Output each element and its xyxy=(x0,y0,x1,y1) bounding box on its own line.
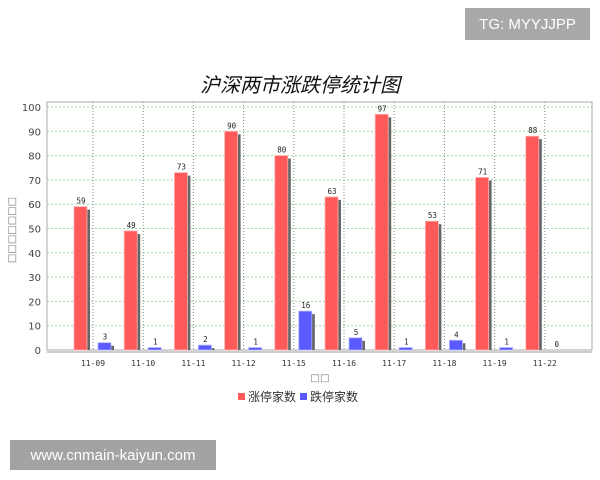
data-label: 73 xyxy=(177,163,186,172)
data-label: 53 xyxy=(428,211,437,220)
bar-limit-up xyxy=(525,135,540,351)
y-axis-label: □□□□□□□ xyxy=(7,197,18,263)
data-label: 1 xyxy=(404,338,409,347)
bar-limit-up xyxy=(475,177,490,351)
x-tick-label: 11-17 xyxy=(382,359,406,368)
data-label: 80 xyxy=(277,146,287,155)
legend-label-limit-down: 跌停家数 xyxy=(310,389,358,404)
data-label: 3 xyxy=(103,333,108,342)
y-tick-label: 80 xyxy=(28,152,41,163)
bar-limit-down xyxy=(298,310,313,351)
bar-limit-up xyxy=(73,206,88,351)
bar-limit-down xyxy=(448,339,463,351)
bar-limit-down xyxy=(348,337,363,351)
data-label: 1 xyxy=(253,338,258,347)
bar-limit-up xyxy=(224,130,239,351)
bar-limit-up xyxy=(324,196,339,351)
x-axis-label: □□ xyxy=(311,373,330,384)
chart-title: 沪深两市涨跌停统计图 xyxy=(200,73,403,97)
legend-label-limit-up: 涨停家数 xyxy=(248,389,296,404)
data-label: 71 xyxy=(478,167,487,176)
x-tick-label: 11-18 xyxy=(432,359,456,368)
y-tick-label: 50 xyxy=(28,225,41,236)
data-label: 63 xyxy=(327,187,336,196)
x-tick-label: 11-10 xyxy=(131,359,155,368)
y-tick-label: 20 xyxy=(28,297,41,308)
y-tick-label: 10 xyxy=(28,322,41,333)
data-label: 4 xyxy=(454,330,459,339)
watermark-bottom: www.cnmain-kaiyun.com xyxy=(10,440,216,470)
bar-limit-up xyxy=(424,220,439,351)
bar-limit-up xyxy=(123,230,138,351)
y-tick-label: 0 xyxy=(35,346,41,357)
data-label: 1 xyxy=(504,338,509,347)
data-label: 59 xyxy=(76,197,85,206)
bar-limit-down xyxy=(97,342,112,351)
watermark-top: TG: MYYJJPP xyxy=(465,8,590,40)
y-tick-label: 100 xyxy=(22,103,41,114)
data-label: 97 xyxy=(378,104,387,113)
bar-limit-down xyxy=(499,347,514,351)
x-tick-label: 11-12 xyxy=(232,359,256,368)
y-tick-label: 70 xyxy=(28,176,41,187)
y-tick-label: 40 xyxy=(28,249,41,260)
x-tick-label: 11-16 xyxy=(332,359,356,368)
data-label: 5 xyxy=(354,328,359,337)
data-label: 16 xyxy=(301,301,311,310)
legend: 涨停家数 跌停家数 xyxy=(238,389,358,404)
x-tick-label: 11-15 xyxy=(282,359,306,368)
y-tick-label: 30 xyxy=(28,273,41,284)
x-tick-label: 11-19 xyxy=(483,359,507,368)
data-label: 49 xyxy=(127,221,136,230)
x-tick-label: 11-22 xyxy=(533,359,557,368)
data-label: 0 xyxy=(555,340,560,349)
bar-limit-down xyxy=(197,344,212,351)
bar-limit-up xyxy=(374,113,389,351)
bar-limit-down xyxy=(147,347,162,351)
bar-limit-up xyxy=(274,155,289,351)
y-tick-label: 60 xyxy=(28,200,41,211)
bar-limit-up xyxy=(173,172,188,351)
bar-limit-down xyxy=(398,347,413,351)
y-tick-label: 90 xyxy=(28,127,41,138)
data-label: 1 xyxy=(153,338,158,347)
legend-swatch-limit-down xyxy=(300,393,307,400)
data-label: 88 xyxy=(528,126,538,135)
data-label: 2 xyxy=(203,335,208,344)
data-label: 90 xyxy=(227,121,237,130)
bar-limit-down xyxy=(248,347,263,351)
x-tick-label: 11-09 xyxy=(81,359,105,368)
legend-swatch-limit-up xyxy=(238,393,245,400)
x-tick-label: 11-11 xyxy=(181,359,205,368)
